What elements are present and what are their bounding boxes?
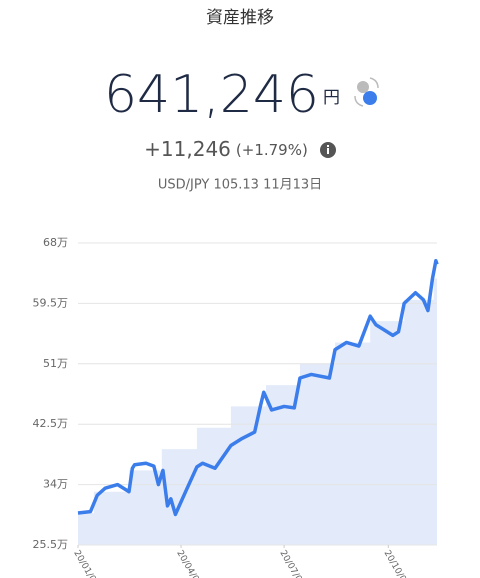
change-line: +11,246 (+1.79%) (144, 137, 308, 161)
jpy-icon (363, 91, 377, 105)
info-dot (327, 145, 329, 147)
y-tick-label: 51万 (43, 357, 68, 370)
currency-switch[interactable] (354, 77, 379, 107)
rate: USD/JPY 105.13 11月13日 (158, 178, 322, 193)
info-button[interactable] (320, 142, 336, 158)
unit: 円 (323, 88, 340, 108)
x-tick-label: 20/07/01 (277, 549, 306, 578)
x-tick-label: 20/04/01 (174, 549, 203, 578)
info-bar (327, 148, 329, 154)
y-tick-label: 68万 (43, 236, 68, 249)
arrow (354, 95, 364, 107)
amount-line: 641,246 円 (104, 65, 340, 125)
change-pct: (+1.79%) (236, 141, 308, 159)
x-tick-label: 20/01/01 (71, 549, 100, 578)
title: 資産推移 (206, 8, 274, 28)
amount: 641,246 (104, 65, 319, 125)
chart: 25.5万 34万 42.5万 51万 59.5万 68万 20/01/01 20/04/01… (33, 236, 439, 578)
y-tick-label: 25.5万 (33, 538, 69, 551)
x-tick-label: 20/10/01 (382, 549, 411, 578)
usd-icon (357, 81, 369, 93)
value-line (77, 259, 439, 517)
y-tick-label: 42.5万 (33, 417, 69, 430)
y-tick-label: 34万 (43, 478, 68, 491)
change: +11,246 (144, 137, 231, 161)
arrow (369, 77, 379, 89)
y-tick-label: 59.5万 (33, 296, 69, 309)
